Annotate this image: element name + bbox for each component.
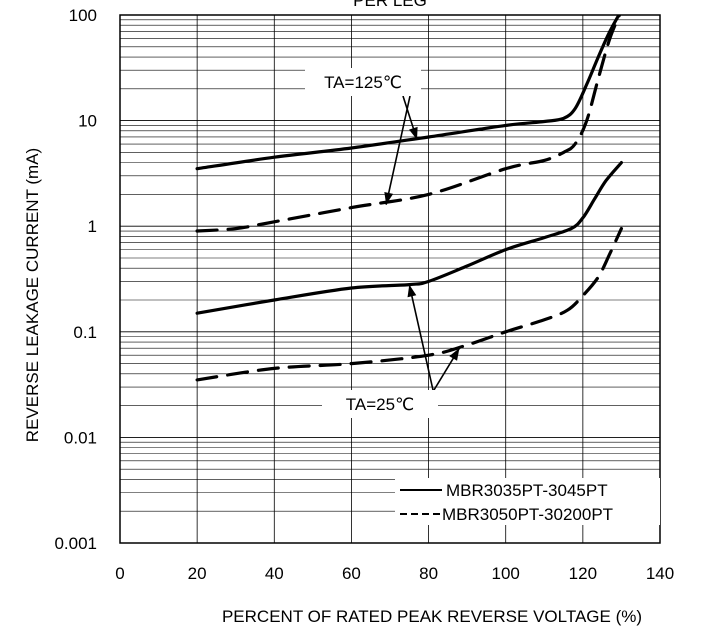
- x-tick-label: 0: [115, 564, 124, 583]
- x-tick-label: 120: [569, 564, 597, 583]
- annotation-box-25: [322, 390, 438, 418]
- y-tick-label: 10: [78, 112, 97, 131]
- annotation-arrow: [408, 284, 434, 391]
- x-tick-label: 100: [492, 564, 520, 583]
- grid: [120, 15, 660, 543]
- annotations: TA=125℃ TA=25℃: [305, 68, 461, 418]
- y-axis-title: REVERSE LEAKAGE CURRENT (mA): [23, 148, 42, 442]
- plot-frame: [119, 14, 661, 544]
- chart-title: PER LEG: [353, 0, 427, 10]
- x-tick-label: 40: [265, 564, 284, 583]
- y-tick-label: 0.01: [64, 428, 97, 447]
- annotation-arrowhead: [409, 126, 418, 140]
- y-tick-label: 1: [88, 217, 97, 236]
- x-tick-label: 60: [342, 564, 361, 583]
- y-tick-label: 0.1: [73, 323, 97, 342]
- annotation-arrowhead: [407, 284, 417, 298]
- series-line-solid: [195, 15, 621, 171]
- tick-labels: 0 20 40 60 80 100 120 140 0.001 0.01 0.1 1 10 100: [54, 6, 674, 583]
- annotation-box-125: [305, 68, 421, 96]
- series-line-dashed: [195, 15, 622, 233]
- annotation-arrowhead: [384, 191, 394, 205]
- x-tick-label: 140: [646, 564, 674, 583]
- annotation-arrow: [385, 95, 411, 205]
- series-line-dashed: [195, 227, 623, 382]
- series-lines: [195, 15, 623, 382]
- series-line-solid: [195, 161, 623, 315]
- legend-label-dashed: MBR3050PT-30200PT: [442, 505, 613, 524]
- x-tick-label: 80: [419, 564, 438, 583]
- legend-label-solid: MBR3035PT-3045PT: [446, 481, 608, 500]
- x-axis-title: PERCENT OF RATED PEAK REVERSE VOLTAGE (%…: [222, 607, 642, 626]
- annotation-ta-25: TA=25℃: [346, 395, 414, 414]
- legend-box: [395, 478, 660, 525]
- annotation-ta-125: TA=125℃: [324, 73, 402, 92]
- y-tick-label: 0.001: [54, 534, 97, 553]
- y-tick-label: 100: [69, 6, 97, 25]
- x-tick-label: 20: [188, 564, 207, 583]
- annotation-arrowhead: [449, 348, 460, 361]
- legend: MBR3035PT-3045PT MBR3050PT-30200PT: [395, 478, 660, 525]
